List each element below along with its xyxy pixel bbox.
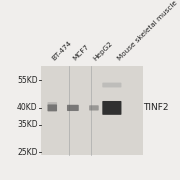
FancyBboxPatch shape bbox=[67, 105, 79, 111]
FancyBboxPatch shape bbox=[89, 105, 99, 111]
Text: 35KD: 35KD bbox=[17, 120, 38, 129]
Text: 55KD: 55KD bbox=[17, 76, 38, 85]
Text: TINF2: TINF2 bbox=[143, 103, 169, 112]
FancyBboxPatch shape bbox=[48, 102, 57, 106]
Text: 25KD: 25KD bbox=[17, 148, 38, 157]
Text: BT-474: BT-474 bbox=[50, 40, 72, 62]
Text: MCF7: MCF7 bbox=[72, 44, 90, 62]
Text: 40KD: 40KD bbox=[17, 103, 38, 112]
FancyBboxPatch shape bbox=[48, 104, 57, 111]
FancyBboxPatch shape bbox=[102, 83, 122, 87]
Bar bbox=[41, 66, 143, 155]
Text: Mouse skeletal muscle: Mouse skeletal muscle bbox=[116, 0, 179, 62]
Text: HepG2: HepG2 bbox=[92, 40, 114, 62]
FancyBboxPatch shape bbox=[102, 101, 122, 115]
